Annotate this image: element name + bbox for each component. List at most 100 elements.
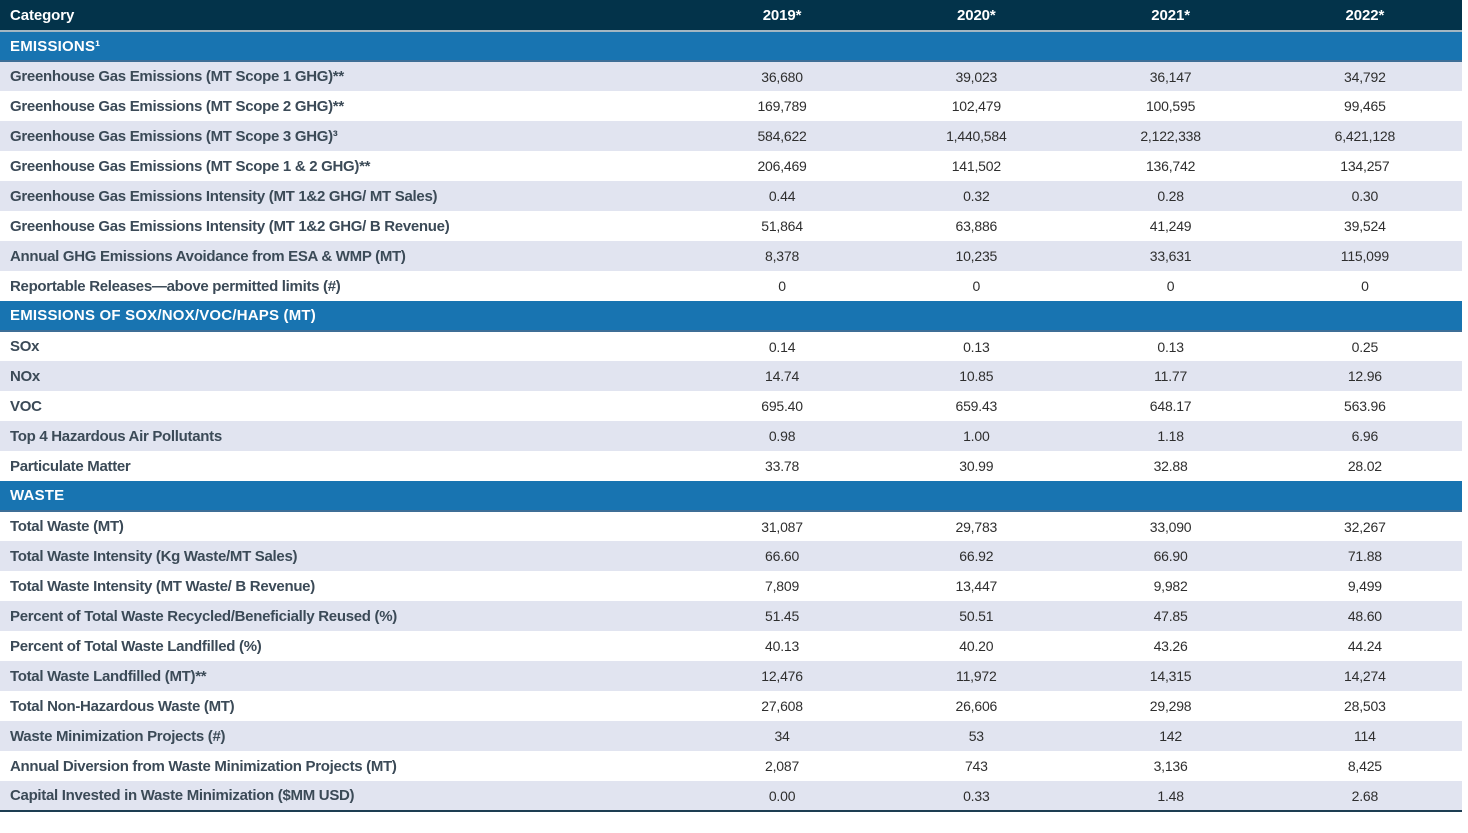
cell-value: 1.18 [1157,428,1184,444]
cell-value: 8,378 [765,248,800,264]
cell-value: 13,447 [955,578,998,594]
cell-value: 0.14 [768,338,796,355]
cell-value: 0 [972,278,981,294]
cell-value: 36,147 [1149,68,1192,85]
row-label: NOx [10,367,40,385]
cell-value: 71.88 [1347,548,1382,564]
table-row-total-waste-intensity-kg-waste-mt-sales: Total Waste Intensity (Kg Waste/MT Sales… [0,541,1462,571]
cell-value: 9,499 [1347,578,1382,594]
cell-value: 40.13 [765,638,800,654]
table-row-greenhouse-gas-emissions-mt-scope-3-ghg: Greenhouse Gas Emissions (MT Scope 3 GHG… [0,121,1462,151]
cell-value: 26,606 [955,698,998,714]
column-header-category: Category [0,0,685,32]
row-label: Annual GHG Emissions Avoidance from ESA … [10,247,406,265]
table-row-nox: NOx 14.74 10.85 11.77 12.96 [0,361,1462,391]
cell-value: 31,087 [761,518,803,535]
cell-value: 12.96 [1347,368,1382,384]
cell-value: 34 [774,728,790,744]
cell-value: 1,440,584 [946,128,1007,144]
cell-value: 9,982 [1153,578,1188,594]
row-label: Total Non-Hazardous Waste (MT) [10,697,235,715]
cell-value: 142 [1159,728,1182,744]
row-label: Total Waste Intensity (MT Waste/ B Reven… [10,577,315,595]
cell-value: 41,249 [1149,218,1192,234]
table-row-particulate-matter: Particulate Matter 33.78 30.99 32.88 28.02 [0,451,1462,481]
cell-value: 7,809 [765,578,800,594]
row-label: Greenhouse Gas Emissions (MT Scope 2 GHG… [10,97,344,115]
cell-value: 115,099 [1340,248,1389,264]
cell-value: 39,524 [1344,218,1386,234]
cell-value: 33.78 [765,458,800,474]
column-header-2022: 2022* [1267,0,1462,32]
table-row-annual-diversion-from-waste-minimization-projects-mt: Annual Diversion from Waste Minimization… [0,751,1462,781]
cell-value: 10,235 [955,248,998,264]
cell-value: 40.20 [959,638,994,654]
row-label: Annual Diversion from Waste Minimization… [10,757,397,775]
row-label: Percent of Total Waste Recycled/Benefici… [10,607,397,625]
table-row-total-non-hazardous-waste-mt: Total Non-Hazardous Waste (MT) 27,608 26,6… [0,691,1462,721]
cell-value: 51.45 [765,608,800,624]
cell-value: 14,274 [1344,668,1386,684]
cell-value: 114 [1353,728,1376,744]
cell-value: 10.85 [959,368,994,384]
cell-value: 33,090 [1149,518,1192,535]
table-row-total-waste-intensity-mt-waste-b-revenue: Total Waste Intensity (MT Waste/ B Reven… [0,571,1462,601]
row-label: VOC [10,397,42,415]
table-row-waste-minimization-projects: Waste Minimization Projects (#) 34 53 142 11… [0,721,1462,751]
esg-data-table: Category 2019* 2020* 2021* 2022* EMISSIO… [0,0,1462,812]
column-header-2021: 2021* [1073,0,1268,32]
cell-value: 0.00 [768,787,796,804]
row-label: Total Waste (MT) [10,518,124,535]
table-row-top-4-hazardous-air-pollutants: Top 4 Hazardous Air Pollutants 0.98 1.00 1.… [0,421,1462,451]
table-row-total-waste-mt: Total Waste (MT) 31,087 29,783 33,090 32,267 [0,511,1462,541]
table-row-total-waste-landfilled-mt: Total Waste Landfilled (MT)** 12,476 11,97… [0,661,1462,691]
row-label: Top 4 Hazardous Air Pollutants [10,427,222,445]
cell-value: 8,425 [1347,758,1382,774]
section-header-emissions-of-sox-nox-voc-haps-mt: EMISSIONS OF SOX/NOX/VOC/HAPS (MT) [0,301,1462,332]
cell-value: 29,298 [1149,698,1192,714]
cell-value: 1.00 [963,428,990,444]
cell-value: 51,864 [761,218,803,234]
cell-value: 134,257 [1340,158,1390,174]
row-label: Waste Minimization Projects (#) [10,727,226,745]
cell-value: 11,972 [956,668,997,684]
cell-value: 6.96 [1351,428,1379,444]
row-label: Percent of Total Waste Landfilled (%) [10,637,262,655]
cell-value: 14.74 [765,368,800,384]
cell-value: 584,622 [757,128,807,144]
cell-value: 2.68 [1351,787,1379,804]
row-label: Reportable Releases—above permitted limi… [10,277,341,295]
cell-value: 39,023 [955,68,998,85]
cell-value: 0 [778,278,786,294]
row-label: Particulate Matter [10,457,131,475]
row-label: Greenhouse Gas Emissions (MT Scope 1 & 2… [10,157,371,175]
cell-value: 27,608 [761,698,803,714]
cell-value: 50.51 [959,608,994,624]
section-title: EMISSIONS OF SOX/NOX/VOC/HAPS (MT) [0,301,1462,332]
cell-value: 99,465 [1344,98,1386,114]
cell-value: 36,680 [761,68,803,85]
section-title: WASTE [0,481,1462,512]
cell-value: 0.13 [1157,338,1184,355]
cell-value: 44.24 [1347,638,1382,654]
row-label: Capital Invested in Waste Minimization (… [10,787,355,804]
cell-value: 53 [968,728,984,744]
cell-value: 0.32 [963,188,990,204]
cell-value: 563.96 [1344,398,1386,414]
cell-value: 0 [1166,278,1175,294]
cell-value: 6,421,128 [1334,128,1396,144]
cell-value: 0.33 [963,787,990,804]
cell-value: 3,136 [1153,758,1188,774]
cell-value: 0.13 [963,338,990,355]
cell-value: 695.40 [761,398,803,414]
cell-value: 136,742 [1145,158,1196,174]
table-header-row: Category 2019* 2020* 2021* 2022* [0,0,1462,32]
table-row-sox: SOx 0.14 0.13 0.13 0.25 [0,331,1462,361]
cell-value: 12,476 [761,668,803,684]
row-label: Greenhouse Gas Emissions (MT Scope 3 GHG… [10,127,338,145]
table-body: EMISSIONS¹ Greenhouse Gas Emissions (MT S… [0,31,1462,811]
table-row-voc: VOC 695.40 659.43 648.17 563.96 [0,391,1462,421]
table-row-greenhouse-gas-emissions-intensity-mt-1-2-ghg-b-revenue: Greenhouse Gas Emissions Intensity (MT 1… [0,211,1462,241]
cell-value: 14,315 [1149,668,1192,684]
